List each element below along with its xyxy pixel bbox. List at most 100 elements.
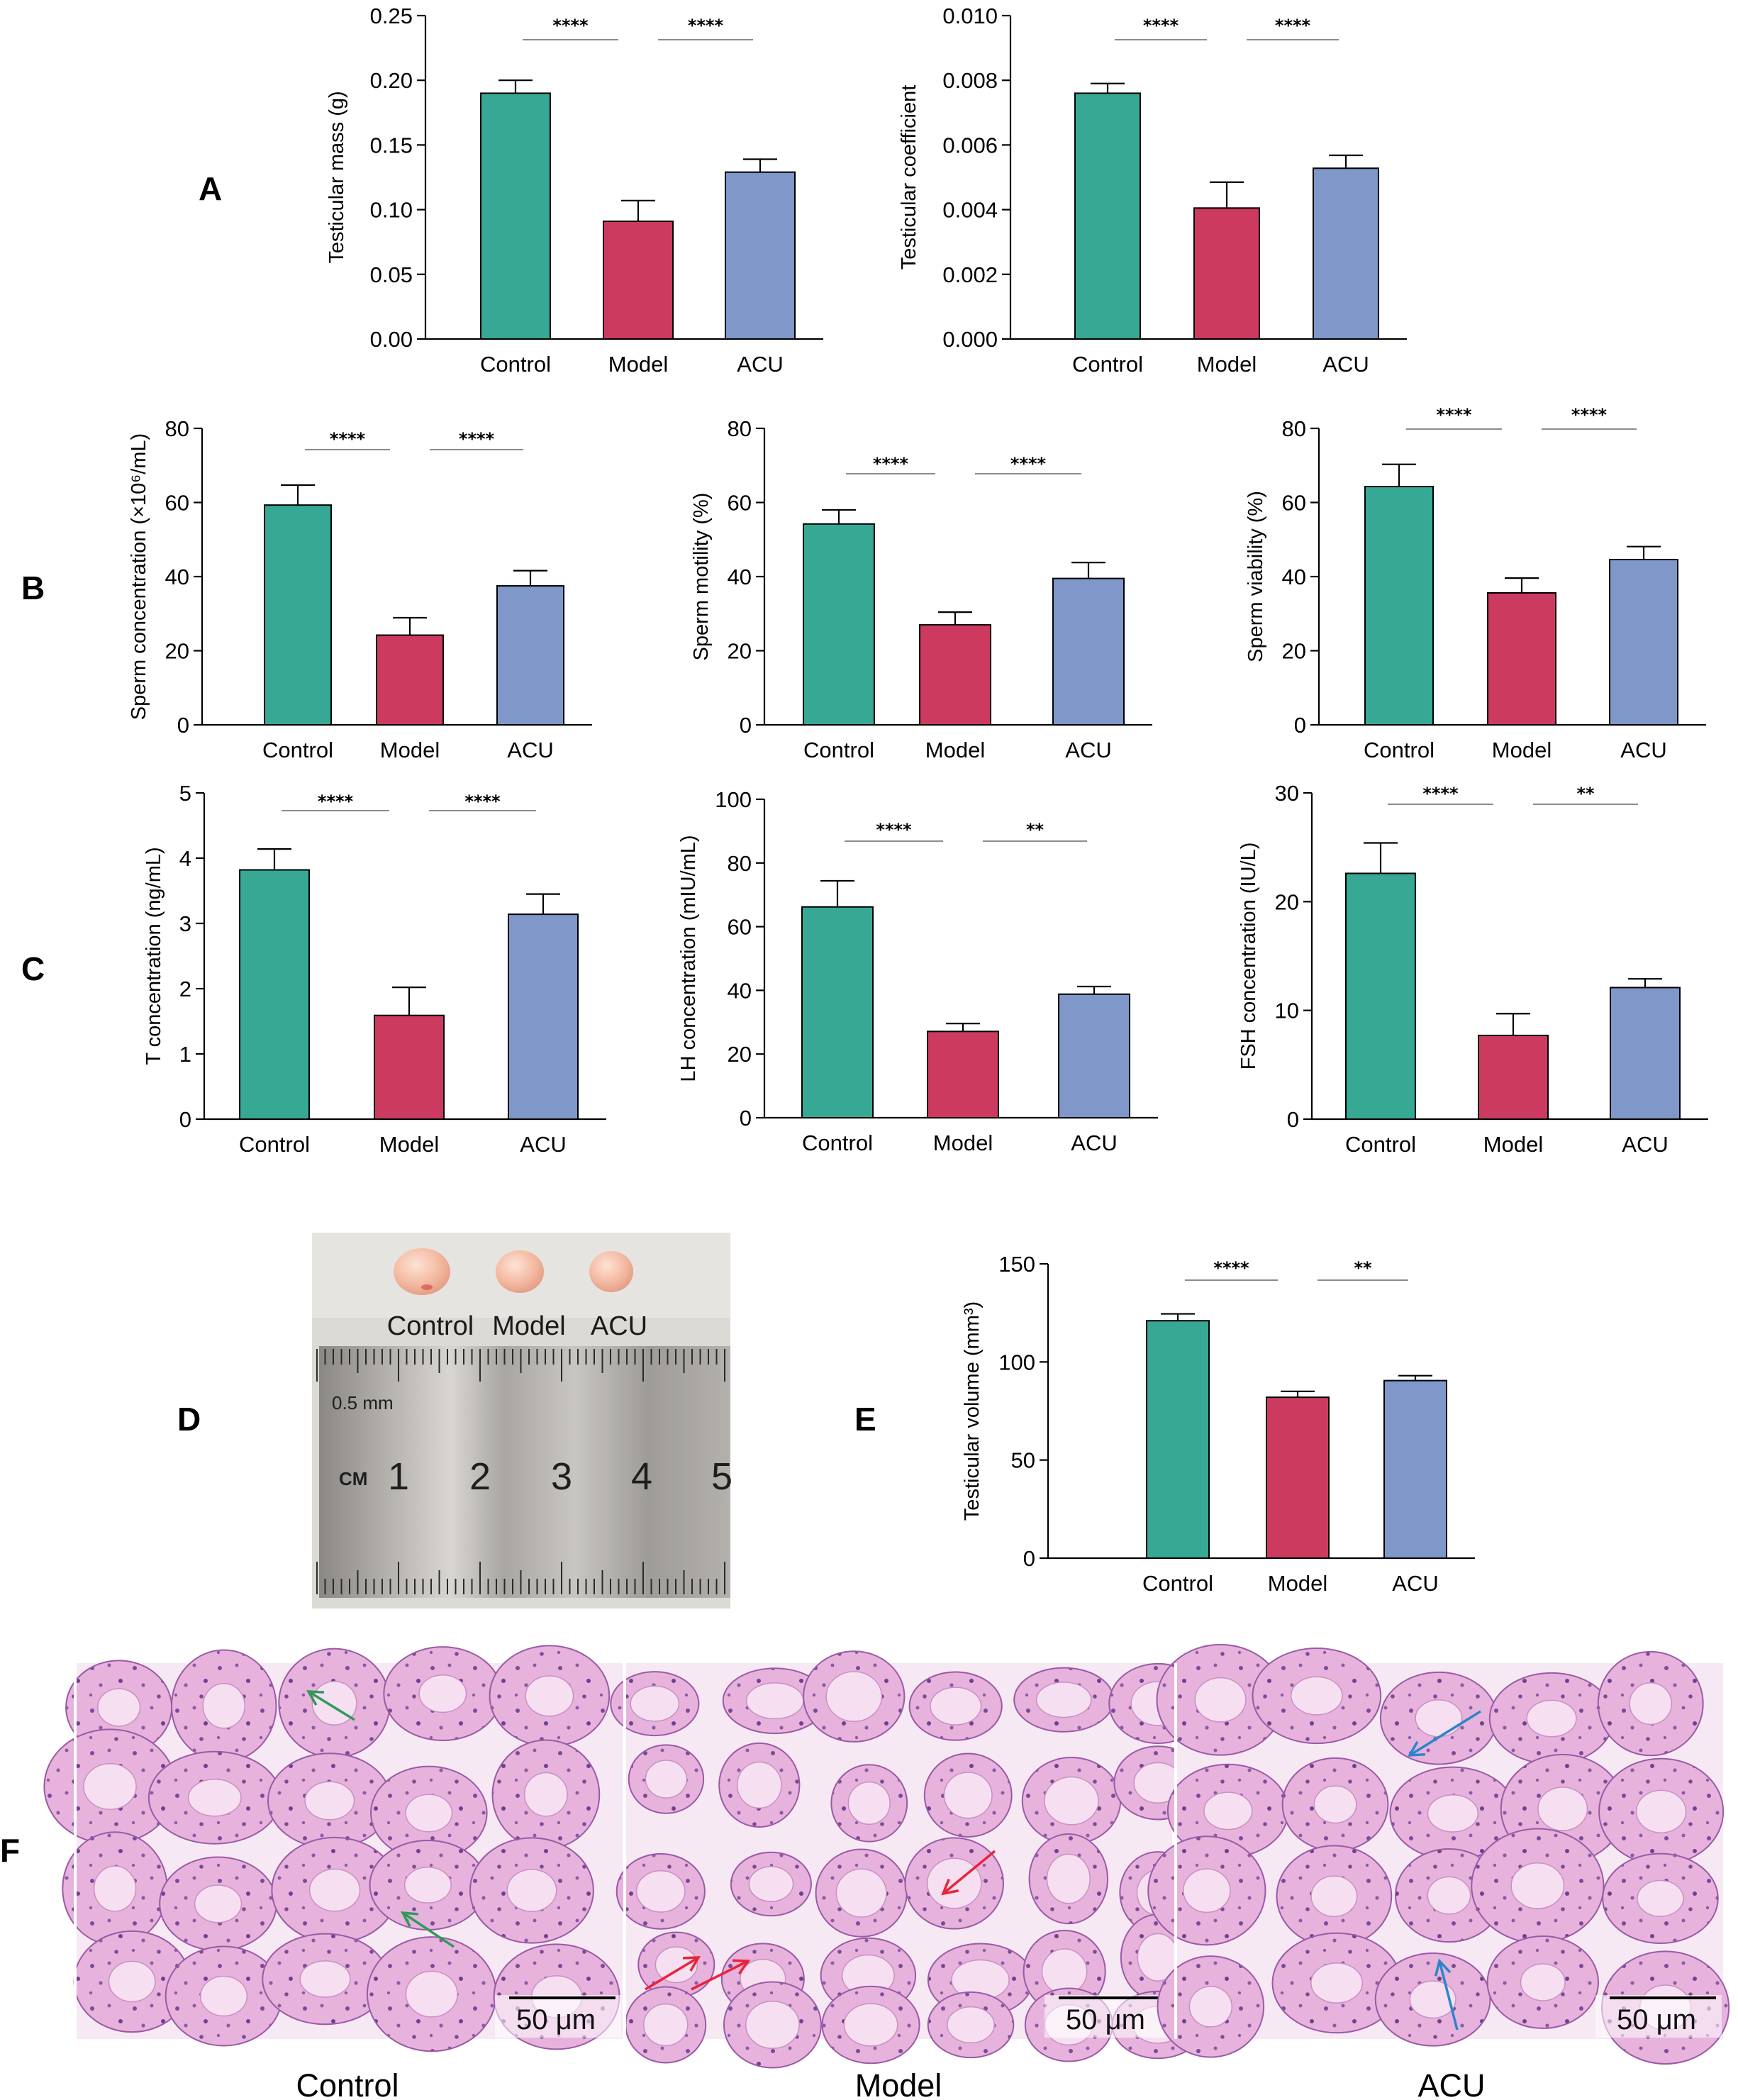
testis-acu (589, 1251, 633, 1292)
y-tick-label: 0.000 (942, 327, 998, 352)
tubule-lumen (83, 1763, 137, 1810)
tubule-lumen (930, 1687, 982, 1726)
y-tick-label: 60 (1282, 491, 1306, 516)
testis-control (394, 1248, 450, 1295)
ruler (319, 1346, 730, 1598)
tubule-lumen (1629, 1682, 1673, 1726)
histology-label-model: Model (855, 2067, 942, 2100)
tubule-lumen (748, 1866, 794, 1902)
bar-acu (725, 171, 796, 340)
x-tick-label-control: Control (803, 738, 874, 762)
tubule-lumen (1041, 1948, 1088, 1995)
ruler-number-2: 2 (469, 1455, 491, 1498)
y-axis-title: T concentration (ng/mL) (143, 847, 165, 1065)
y-tick-label: 80 (1282, 416, 1306, 441)
tubule-lumen (1427, 1876, 1471, 1915)
tubule-lumen (1510, 1862, 1565, 1909)
bar-acu (1058, 993, 1130, 1118)
tubule-lumen (405, 1794, 453, 1833)
significance-label: ** (1354, 1258, 1372, 1278)
bar-acu (1609, 558, 1678, 726)
panel-label-b: B (21, 570, 45, 606)
significance-label: **** (1422, 784, 1459, 804)
histology-model: 50 μm (610, 1650, 1208, 2069)
bar-control (239, 869, 310, 1121)
significance-label: **** (1436, 405, 1472, 425)
tubule-lumen (1046, 1853, 1091, 1904)
y-axis-title: Testicular volume (mm³) (961, 1301, 984, 1521)
significance-label: **** (1010, 454, 1047, 474)
x-tick-label-control: Control (1072, 352, 1143, 377)
tubule-lumen (1036, 1682, 1092, 1718)
scale-bar-backdrop (1045, 1995, 1171, 2038)
y-tick-label: 0.00 (370, 327, 413, 352)
tubule-lumen (200, 1975, 248, 2017)
tubule-lumen (1409, 1980, 1456, 2019)
chart-testicular-coefficient: 0.000 0.002 0.004 0.006 0.008 0.010 Testicular… (898, 4, 1407, 377)
y-tick-label: 0.10 (370, 198, 413, 223)
y-tick-label: 150 (998, 1252, 1035, 1277)
tubule-lumen (1526, 1699, 1577, 1738)
y-tick-label: 20 (165, 639, 189, 664)
y-tick-label: 4 (179, 846, 191, 871)
tubule-lumen (835, 1868, 887, 1918)
y-tick-label: 40 (728, 565, 752, 589)
chart-t-concentration: 0 1 2 3 4 5 T concentration (ng/mL) Control Mode… (143, 781, 606, 1157)
histology-label-acu: ACU (1417, 2067, 1485, 2100)
x-tick-label-acu: ACU (507, 738, 553, 762)
y-tick-label: 10 (1275, 999, 1299, 1023)
chart-fsh-concentration: 0 10 20 30 FSH concentration (IU/L) Control Mo… (1237, 781, 1708, 1157)
y-tick-label: 0.05 (370, 262, 413, 287)
tubule-lumen (202, 1682, 245, 1729)
panel-label-d: D (177, 1401, 201, 1438)
annotation-arrow (402, 1911, 455, 1948)
annotation-arrow (691, 1960, 749, 1991)
y-tick-label: 40 (1282, 565, 1306, 589)
tubule-lumen (947, 2006, 995, 2044)
y-axis-title: FSH concentration (IU/L) (1237, 843, 1260, 1070)
x-tick-label-control: Control (1364, 738, 1435, 762)
tubule-lumen (523, 1772, 568, 1817)
tubule-lumen (1520, 1963, 1566, 2001)
x-tick-label-acu: ACU (520, 1132, 566, 1157)
annotation-arrowhead (1407, 1740, 1426, 1757)
bar-model (919, 623, 991, 726)
annotation-arrow (1438, 1960, 1459, 2030)
panel-gap (74, 1663, 77, 2039)
x-tick-label-control: Control (480, 352, 551, 377)
y-tick-label: 80 (728, 851, 752, 876)
tubule-lumen (187, 1779, 242, 1817)
y-tick-label: 0 (177, 713, 189, 738)
significance-label: **** (1213, 1258, 1249, 1278)
x-tick-label-model: Model (1197, 352, 1257, 377)
chart-sperm-viability: 0 20 40 60 80 Sperm viability (%) Control Model… (1244, 405, 1706, 762)
significance-label: **** (688, 16, 724, 35)
chart-sperm-motility: 0 20 40 60 80 Sperm motility (%) Control Model A… (690, 416, 1152, 762)
y-tick-label: 0.010 (942, 4, 998, 28)
y-tick-label: 40 (165, 565, 189, 589)
y-tick-label: 100 (715, 787, 752, 812)
y-tick-label: 0.008 (942, 68, 998, 93)
bar-model (1193, 207, 1260, 340)
annotation-arrowhead (732, 1959, 751, 1975)
significance-label: **** (1571, 405, 1608, 425)
x-tick-label-model: Model (925, 738, 985, 762)
photo-label-model: Model (492, 1311, 566, 1341)
annotation-arrow (308, 1690, 355, 1721)
tubule-lumen (403, 1867, 452, 1904)
annotation-arrowhead (1434, 1958, 1452, 1977)
x-tick-label-acu: ACU (1392, 1571, 1438, 1596)
testes-photo: Control Model ACU 0.5 mm CM 1 2 3 4 5 (312, 1233, 732, 1609)
significance-label: **** (464, 791, 501, 811)
y-tick-label: 20 (1275, 889, 1299, 914)
tubule-lumen (308, 1868, 361, 1912)
significance-label: **** (1275, 16, 1311, 35)
bar-model (1487, 591, 1556, 726)
significance-label: **** (330, 429, 366, 449)
scale-bar-backdrop (495, 1995, 621, 2038)
tubule-lumen (943, 1772, 993, 1819)
ruler-cm-label: CM (339, 1468, 367, 1489)
tubule-lumen (418, 1674, 467, 1713)
y-tick-label: 2 (179, 977, 191, 1001)
y-tick-label: 60 (728, 915, 752, 940)
